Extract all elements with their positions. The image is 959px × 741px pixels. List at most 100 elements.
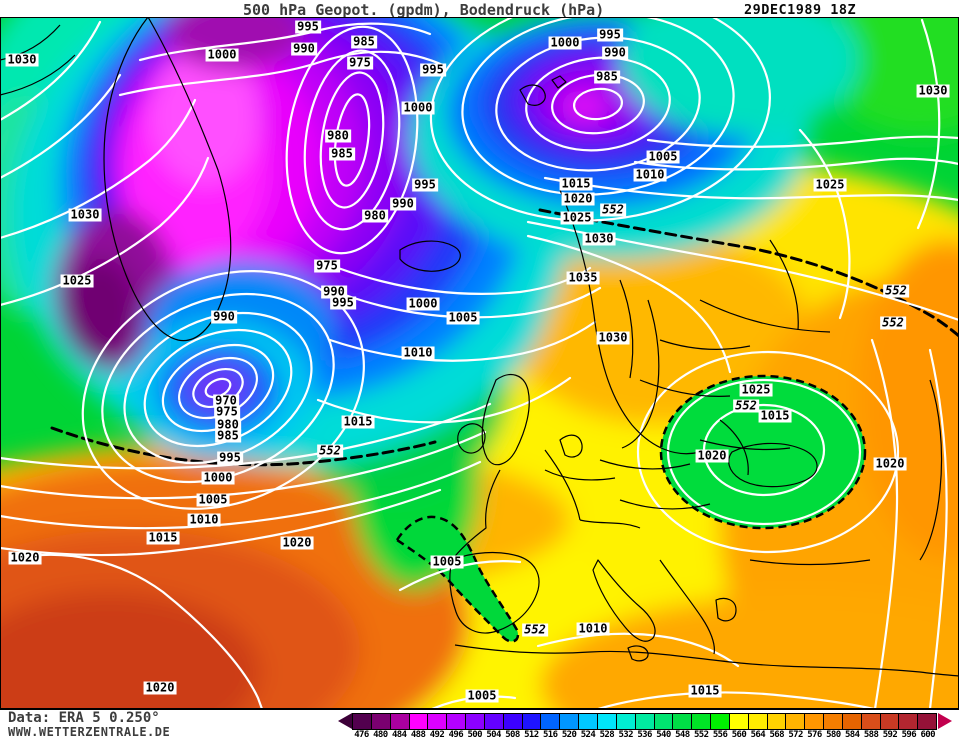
pressure-label: 1010 — [633, 167, 667, 182]
pressure-label: 990 — [291, 41, 317, 56]
pressure-label: 1030 — [916, 83, 950, 98]
colorbar-tick: 476 — [354, 730, 369, 740]
colorbar-cell — [541, 714, 561, 729]
map-timestamp: 29DEC1989 18Z — [744, 2, 857, 18]
attribution: Data: ERA 5 0.250° WWW.WETTERZENTRALE.DE — [8, 710, 170, 739]
pressure-label: 995 — [597, 27, 623, 42]
colorbar-cell — [711, 714, 730, 729]
pressure-label: 985 — [329, 146, 355, 161]
pressure-label: 1000 — [548, 35, 582, 50]
colorbar-tick: 508 — [505, 730, 520, 740]
colorbar-ticks: 476 480 484 488 492 496 500 504 508 512 516 520 524 5… — [352, 730, 937, 740]
colorbar-tick: 596 — [901, 730, 917, 740]
pressure-label: 990 — [321, 284, 347, 299]
pressure-label: 1000 — [406, 296, 440, 311]
pressure-label: 1000 — [201, 470, 235, 485]
pressure-label: 1015 — [341, 414, 375, 429]
pressure-label: 1025 — [560, 210, 594, 225]
pressure-label: 980 — [362, 208, 388, 223]
colorbar-tick: 564 — [750, 730, 766, 740]
colorbar-cell — [786, 714, 806, 729]
colorbar-cell — [824, 714, 843, 729]
pressure-label: 1015 — [688, 683, 722, 698]
colorbar-cell — [654, 714, 674, 729]
colorbar-tick: 540 — [656, 730, 671, 740]
colorbar-tick: 552 — [693, 730, 709, 740]
colorbar-cell — [692, 714, 712, 729]
pressure-label: 1010 — [576, 621, 610, 636]
colorbar-tick: 572 — [788, 730, 803, 740]
geopotential-552-label: 552 — [883, 283, 909, 298]
pressure-label: 1020 — [561, 191, 595, 206]
colorbar-tick: 592 — [882, 730, 898, 740]
geopotential-552-contours — [50, 208, 959, 467]
colorbar-tick: 556 — [712, 730, 728, 740]
pressure-label: 1030 — [5, 52, 39, 67]
colorbar-cell — [390, 714, 410, 729]
colorbar-cell — [918, 714, 937, 729]
pressure-label: 1015 — [758, 408, 792, 423]
colorbar-tick: 576 — [807, 730, 822, 740]
pressure-label: 1020 — [873, 456, 907, 471]
pressure-label: 990 — [390, 196, 416, 211]
colorbar-cell — [729, 714, 749, 729]
colorbar-cells — [352, 713, 937, 730]
pressure-label: 1010 — [401, 345, 435, 360]
colorbar-cell — [861, 714, 881, 729]
colorbar-cell — [353, 714, 372, 729]
pressure-label: 1015 — [559, 176, 593, 191]
cold-pocket-black-sea — [659, 374, 867, 530]
pressure-label: 995 — [412, 177, 438, 192]
pressure-label: 975 — [314, 258, 340, 273]
geopotential-552-label: 552 — [317, 443, 343, 458]
colorbar-cell — [635, 714, 655, 729]
colorbar-tick: 492 — [429, 730, 445, 740]
pressure-label: 1025 — [60, 273, 94, 288]
colorbar-cell — [560, 714, 580, 729]
colorbar-tick: 516 — [542, 730, 558, 740]
colorbar-tick: 504 — [486, 730, 501, 740]
geopotential-552-label: 552 — [522, 622, 548, 637]
pressure-label: 975 — [347, 55, 373, 70]
pressure-label: 1030 — [68, 207, 102, 222]
pressure-label: 1020 — [8, 550, 42, 565]
colorbar-tick: 560 — [731, 730, 747, 740]
colorbar-tick: 584 — [844, 730, 860, 740]
geopotential-552-label: 552 — [600, 202, 626, 217]
colorbar-tick: 532 — [618, 730, 633, 740]
pressure-label: 990 — [602, 45, 628, 60]
pressure-label: 1000 — [401, 100, 435, 115]
colorbar-right-arrow — [938, 713, 952, 729]
geopotential-552-label: 552 — [880, 315, 906, 330]
map-title: 500 hPa Geopot. (gpdm), Bodendruck (hPa) — [243, 1, 605, 19]
colorbar-cell — [748, 714, 768, 729]
colorbar-cell — [767, 714, 787, 729]
pressure-label: 985 — [594, 69, 620, 84]
pressure-label: 975 — [214, 404, 240, 419]
colorbar-tick: 588 — [863, 730, 879, 740]
colorbar-cell — [842, 714, 862, 729]
colorbar-tick: 520 — [561, 730, 577, 740]
data-source-text: Data: ERA 5 0.250° — [8, 710, 160, 726]
colorbar-cell — [597, 714, 617, 729]
colorbar-left-arrow — [338, 713, 352, 729]
pressure-label: 1000 — [205, 47, 239, 62]
pressure-label: 1020 — [695, 448, 729, 463]
colorbar-tick: 484 — [391, 730, 407, 740]
pressure-label: 1015 — [146, 530, 180, 545]
isobar-contours — [0, 17, 959, 709]
pressure-label: 1025 — [739, 382, 773, 397]
pressure-label: 990 — [211, 309, 237, 324]
colorbar-cell — [899, 714, 919, 729]
colorbar-cell — [522, 714, 542, 729]
colorbar-tick: 512 — [524, 730, 539, 740]
colorbar-tick: 524 — [580, 730, 596, 740]
pressure-label: 995 — [217, 450, 243, 465]
colorbar-cell — [428, 714, 448, 729]
colorbar-tick: 536 — [637, 730, 652, 740]
colorbar-tick: 580 — [826, 730, 841, 740]
colorbar-legend: 476 480 484 488 492 496 500 504 508 512 516 520 524 5… — [338, 713, 952, 740]
colorbar-tick: 496 — [448, 730, 464, 740]
colorbar-tick: 548 — [675, 730, 690, 740]
pressure-label: 1020 — [280, 535, 314, 550]
